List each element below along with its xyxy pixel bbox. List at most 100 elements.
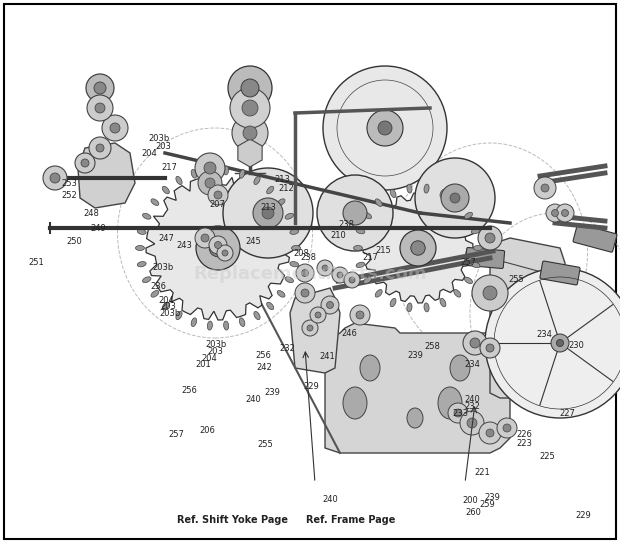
- Text: 255: 255: [257, 440, 273, 449]
- Polygon shape: [146, 176, 290, 320]
- Circle shape: [332, 267, 348, 283]
- Text: 243: 243: [177, 241, 193, 250]
- Text: 248: 248: [84, 210, 100, 218]
- Circle shape: [253, 198, 283, 228]
- Ellipse shape: [440, 189, 446, 198]
- Circle shape: [296, 264, 314, 282]
- Ellipse shape: [143, 213, 151, 219]
- Polygon shape: [238, 139, 262, 167]
- Circle shape: [315, 312, 321, 318]
- Circle shape: [310, 307, 326, 323]
- Circle shape: [534, 177, 556, 199]
- Text: 239: 239: [484, 493, 500, 502]
- Ellipse shape: [390, 189, 396, 198]
- Circle shape: [317, 175, 393, 251]
- Circle shape: [96, 144, 104, 152]
- Text: 227: 227: [559, 409, 575, 418]
- Ellipse shape: [143, 277, 151, 283]
- Ellipse shape: [191, 318, 197, 326]
- Circle shape: [262, 207, 274, 219]
- Circle shape: [301, 289, 309, 297]
- Circle shape: [50, 173, 60, 183]
- Circle shape: [223, 168, 313, 258]
- Ellipse shape: [291, 245, 301, 250]
- Ellipse shape: [363, 212, 371, 219]
- Circle shape: [454, 409, 462, 417]
- Circle shape: [215, 242, 221, 249]
- Text: 203b: 203b: [205, 340, 226, 349]
- Ellipse shape: [503, 349, 517, 367]
- Circle shape: [463, 331, 487, 355]
- Ellipse shape: [207, 166, 213, 175]
- Text: 210: 210: [330, 231, 346, 240]
- Text: 246: 246: [341, 330, 357, 338]
- Text: 203: 203: [155, 142, 171, 151]
- Circle shape: [478, 226, 502, 250]
- Text: 257: 257: [461, 258, 477, 267]
- Ellipse shape: [176, 312, 182, 320]
- Polygon shape: [490, 238, 565, 398]
- Text: Ref. Shift Yoke Page: Ref. Shift Yoke Page: [177, 515, 288, 525]
- Text: 200: 200: [462, 496, 478, 504]
- Circle shape: [322, 265, 328, 271]
- Text: 217: 217: [362, 253, 378, 262]
- Ellipse shape: [207, 321, 213, 330]
- Circle shape: [450, 193, 460, 203]
- Circle shape: [317, 260, 333, 276]
- Circle shape: [337, 272, 343, 278]
- Text: 213: 213: [260, 204, 277, 212]
- Circle shape: [209, 236, 227, 254]
- Ellipse shape: [136, 245, 144, 250]
- Circle shape: [102, 115, 128, 141]
- Text: 204: 204: [158, 296, 174, 305]
- Polygon shape: [290, 288, 340, 373]
- Ellipse shape: [450, 355, 470, 381]
- Text: 230: 230: [569, 341, 585, 350]
- Text: 245: 245: [245, 237, 261, 246]
- Ellipse shape: [474, 245, 482, 250]
- Circle shape: [344, 272, 360, 288]
- Circle shape: [81, 159, 89, 167]
- Text: 221: 221: [474, 469, 490, 477]
- Circle shape: [350, 305, 370, 325]
- Circle shape: [467, 418, 477, 428]
- Circle shape: [110, 123, 120, 133]
- Circle shape: [242, 100, 258, 116]
- Text: 250: 250: [66, 237, 82, 245]
- Text: 229: 229: [303, 382, 319, 391]
- Text: 212: 212: [278, 184, 294, 193]
- Circle shape: [89, 137, 111, 159]
- Polygon shape: [363, 193, 473, 303]
- Ellipse shape: [137, 229, 146, 235]
- Text: 238: 238: [301, 254, 317, 262]
- Text: 260: 260: [466, 508, 482, 516]
- Ellipse shape: [538, 349, 552, 367]
- Circle shape: [75, 153, 95, 173]
- Text: 204: 204: [141, 149, 157, 157]
- Circle shape: [485, 268, 620, 418]
- Text: 203: 203: [161, 302, 177, 311]
- Text: 229: 229: [575, 512, 591, 520]
- Circle shape: [460, 411, 484, 435]
- Text: 255: 255: [508, 275, 524, 283]
- Text: 251: 251: [28, 258, 44, 267]
- Ellipse shape: [464, 277, 472, 283]
- Text: 204: 204: [202, 354, 218, 363]
- Text: 241: 241: [319, 352, 335, 361]
- Circle shape: [217, 245, 233, 261]
- Text: 252: 252: [61, 191, 78, 200]
- Circle shape: [222, 250, 228, 256]
- Text: 215: 215: [375, 246, 391, 255]
- Text: Ref. Frame Page: Ref. Frame Page: [306, 515, 395, 525]
- Text: 203b: 203b: [153, 263, 174, 272]
- Circle shape: [472, 275, 508, 311]
- Text: 207: 207: [209, 200, 225, 209]
- Ellipse shape: [438, 387, 462, 419]
- Text: 226: 226: [516, 430, 532, 439]
- Circle shape: [198, 171, 222, 195]
- Text: 242: 242: [257, 363, 273, 371]
- Circle shape: [485, 233, 495, 243]
- Circle shape: [356, 311, 364, 319]
- Circle shape: [195, 153, 225, 183]
- Text: 253: 253: [61, 179, 78, 188]
